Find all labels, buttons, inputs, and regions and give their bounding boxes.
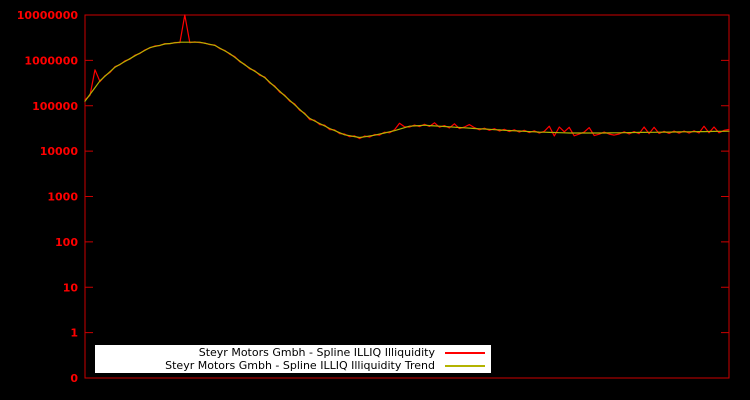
legend-line-sample-illiquidity xyxy=(445,351,485,354)
legend-label-trend: Steyr Motors Gmbh - Spline ILLIQ Illiqui… xyxy=(165,359,435,372)
y-tick-label: 100 xyxy=(55,236,78,249)
legend-line-sample-trend xyxy=(445,364,485,367)
series-line-trend xyxy=(84,41,730,139)
y-tick-label: 10000000 xyxy=(17,9,79,22)
y-tick-label: 1 xyxy=(70,327,78,340)
y-tick-label: 10 xyxy=(63,281,79,294)
y-tick-label: 100000 xyxy=(32,100,78,113)
y-tick-label: 10000 xyxy=(40,145,79,158)
legend-item-trend: Steyr Motors Gmbh - Spline ILLIQ Illiqui… xyxy=(101,359,485,372)
legend-item-illiquidity: Steyr Motors Gmbh - Spline ILLIQ Illiqui… xyxy=(101,346,485,359)
y-tick-label: 1000000 xyxy=(24,54,78,67)
y-tick-label: 0 xyxy=(70,372,78,385)
legend: Steyr Motors Gmbh - Spline ILLIQ Illiqui… xyxy=(95,345,491,373)
legend-label-illiquidity: Steyr Motors Gmbh - Spline ILLIQ Illiqui… xyxy=(198,346,435,359)
y-tick-label: 1000 xyxy=(47,191,78,204)
